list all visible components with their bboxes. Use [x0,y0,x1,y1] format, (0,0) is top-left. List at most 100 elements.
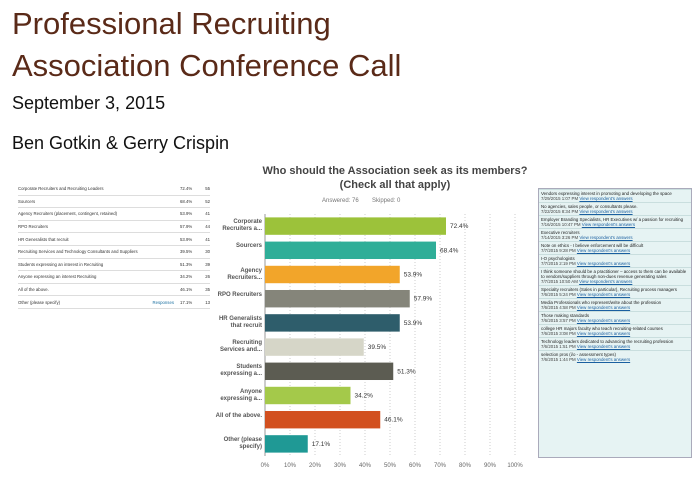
row-label: Recruiting Services and Technology Consu… [18,249,138,255]
view-link[interactable]: View respondent's answers [576,357,631,362]
x-tick-label: 30% [334,463,347,469]
row-count: 30 [205,249,210,255]
comment: I think someone should be a practitioner… [539,267,691,285]
row-label: Agency Recruiters (placement, contingent… [18,211,118,217]
comment: college HR majors faculty who teach recr… [539,324,691,337]
comment-meta: 7/7/2015 10:50 AM View respondent's answ… [541,279,689,284]
comment-date: 7/7/2015 10:50 AM [541,279,578,284]
row-percent: 57.9% [180,224,193,230]
comment-date: 7/14/2015 3:26 PM [541,235,579,240]
presenters: Ben Gotkin & Gerry Crispin [12,133,230,153]
comment-date: 7/6/2015 1:44 PM [541,357,576,362]
y-tick-label: Corporate Recruiters a... [222,219,262,233]
comment-meta: 7/6/2015 3:57 PM View respondent's answe… [541,318,689,323]
row-percent: 51.3% [180,261,193,267]
comment-text: selection pros (i/o - assessment types) [541,352,616,357]
comment: Those making standards 7/6/2015 3:57 PM V… [539,311,691,324]
comment-text: No agencies, sales people, or consultant… [541,204,638,209]
view-link[interactable]: View respondent's answers [576,292,631,297]
bar [265,410,381,429]
row-count: 39 [205,261,210,267]
skipped: Skipped: 0 [372,198,401,204]
comment-date: 7/7/2015 2:19 PM [541,261,576,266]
comment: Technology leaders dedicated to advancin… [539,337,691,350]
comments-panel: Vendors expressing interest in promoting… [538,188,692,458]
row-count: 35 [205,287,210,293]
responses-link[interactable]: Responses [152,299,175,305]
comment-meta: 7/6/2015 1:44 PM View respondent's answe… [541,357,689,362]
slide-title: Association Conference Call [12,48,402,83]
y-tick-label: HR Generalists that recruit [218,315,262,329]
view-link[interactable]: View respondent's answers [576,344,631,349]
bar [265,386,351,405]
value-label: 17.1% [312,441,331,448]
comment-date: 7/6/2015 4:58 PM [541,305,576,310]
y-tick-label: Students expressing a... [220,364,262,378]
comment-date: 7/16/2015 10:47 PM [541,222,581,227]
comment-date: 7/7/2015 9:28 PM [541,248,576,253]
view-link[interactable]: View respondent's answers [576,305,631,310]
row-label: Corporate Recruiters and Recruiting Lead… [18,186,104,192]
slide-title: Professional Recruiting [12,6,331,41]
row-percent: 34.2% [180,274,193,280]
view-link[interactable]: View respondent's answers [579,279,633,284]
y-tick-label: Other (please specify) [223,436,262,450]
view-link[interactable]: View respondent's answers [579,235,633,240]
comment: No agencies, sales people, or consultant… [539,202,691,215]
x-tick-label: 10% [284,463,297,469]
comment-meta: 7/16/2015 10:47 PM View respondent's ans… [541,222,689,227]
x-tick-label: 40% [359,463,372,469]
comment-meta: 7/22/2015 8:34 PM View respondent's answ… [541,209,689,214]
comment-date: 7/6/2015 3:08 PM [541,331,576,336]
table-row: RPO Recruiters 57.9% 44 [18,221,210,234]
y-tick-label: RPO Recruiters [217,291,262,298]
comment-date: 7/22/2015 8:34 PM [541,209,579,214]
row-count: 52 [205,198,210,204]
view-link[interactable]: View respondent's answers [579,209,633,214]
table-row: Sourcers 68.4% 52 [18,196,210,209]
x-tick-label: 90% [484,463,497,469]
view-link[interactable]: View respondent's answers [579,196,633,201]
y-tick-label: Recruiting Services and... [219,340,262,354]
comment-text: college HR majors faculty who teach recr… [541,326,663,331]
value-label: 72.4% [450,223,469,230]
comment-text: Media Professionals who represent/write … [541,300,662,305]
value-label: 46.1% [384,417,403,424]
comment-meta: 7/7/2015 2:19 PM View respondent's answe… [541,261,689,266]
comment: Executive recruiters 7/14/2015 3:26 PM Vi… [539,228,691,241]
view-link[interactable]: View respondent's answers [576,331,631,336]
row-percent: 53.9% [180,236,193,242]
x-tick-label: 50% [384,463,397,469]
table-row: Other (please specify) Responses 17.1% 13 [18,296,210,309]
y-tick-label: Agency Recruiters... [227,267,262,281]
value-label: 57.9% [414,296,433,303]
row-count: 44 [205,224,210,230]
row-label: All of the above. [18,287,49,293]
bar [265,338,364,356]
view-link[interactable]: View respondent's answers [576,248,631,253]
view-link[interactable]: View respondent's answers [576,318,631,323]
x-tick-label: 20% [309,463,322,469]
x-tick-label: 60% [409,463,422,469]
comment: Note on ethics - I believe enforcement w… [539,241,691,254]
row-label: Other (please specify) [18,299,61,305]
comment-meta: 7/6/2015 5:24 PM View respondent's answe… [541,292,689,297]
comment: selection pros (i/o - assessment types) 7… [539,350,691,363]
view-link[interactable]: View respondent's answers [576,261,631,266]
comment-meta: 7/29/2015 1:07 PM View respondent's answ… [541,196,689,201]
row-label: Sourcers [18,198,36,204]
comment-meta: 7/6/2015 3:08 PM View respondent's answe… [541,331,689,336]
comment-date: 7/6/2015 3:57 PM [541,318,576,323]
value-label: 51.3% [397,368,416,375]
bar [265,314,400,332]
comment-meta: 7/6/2015 1:51 PM View respondent's answe… [541,344,689,349]
view-link[interactable]: View respondent's answers [581,222,636,227]
value-label: 53.9% [404,320,423,327]
table-row: HR Generalists that recruit 53.9% 41 [18,233,210,246]
comment-text: Those making standards [541,313,590,318]
x-tick-label: 100% [507,463,523,469]
row-label: RPO Recruiters [18,224,49,230]
row-percent: 39.5% [180,249,193,255]
